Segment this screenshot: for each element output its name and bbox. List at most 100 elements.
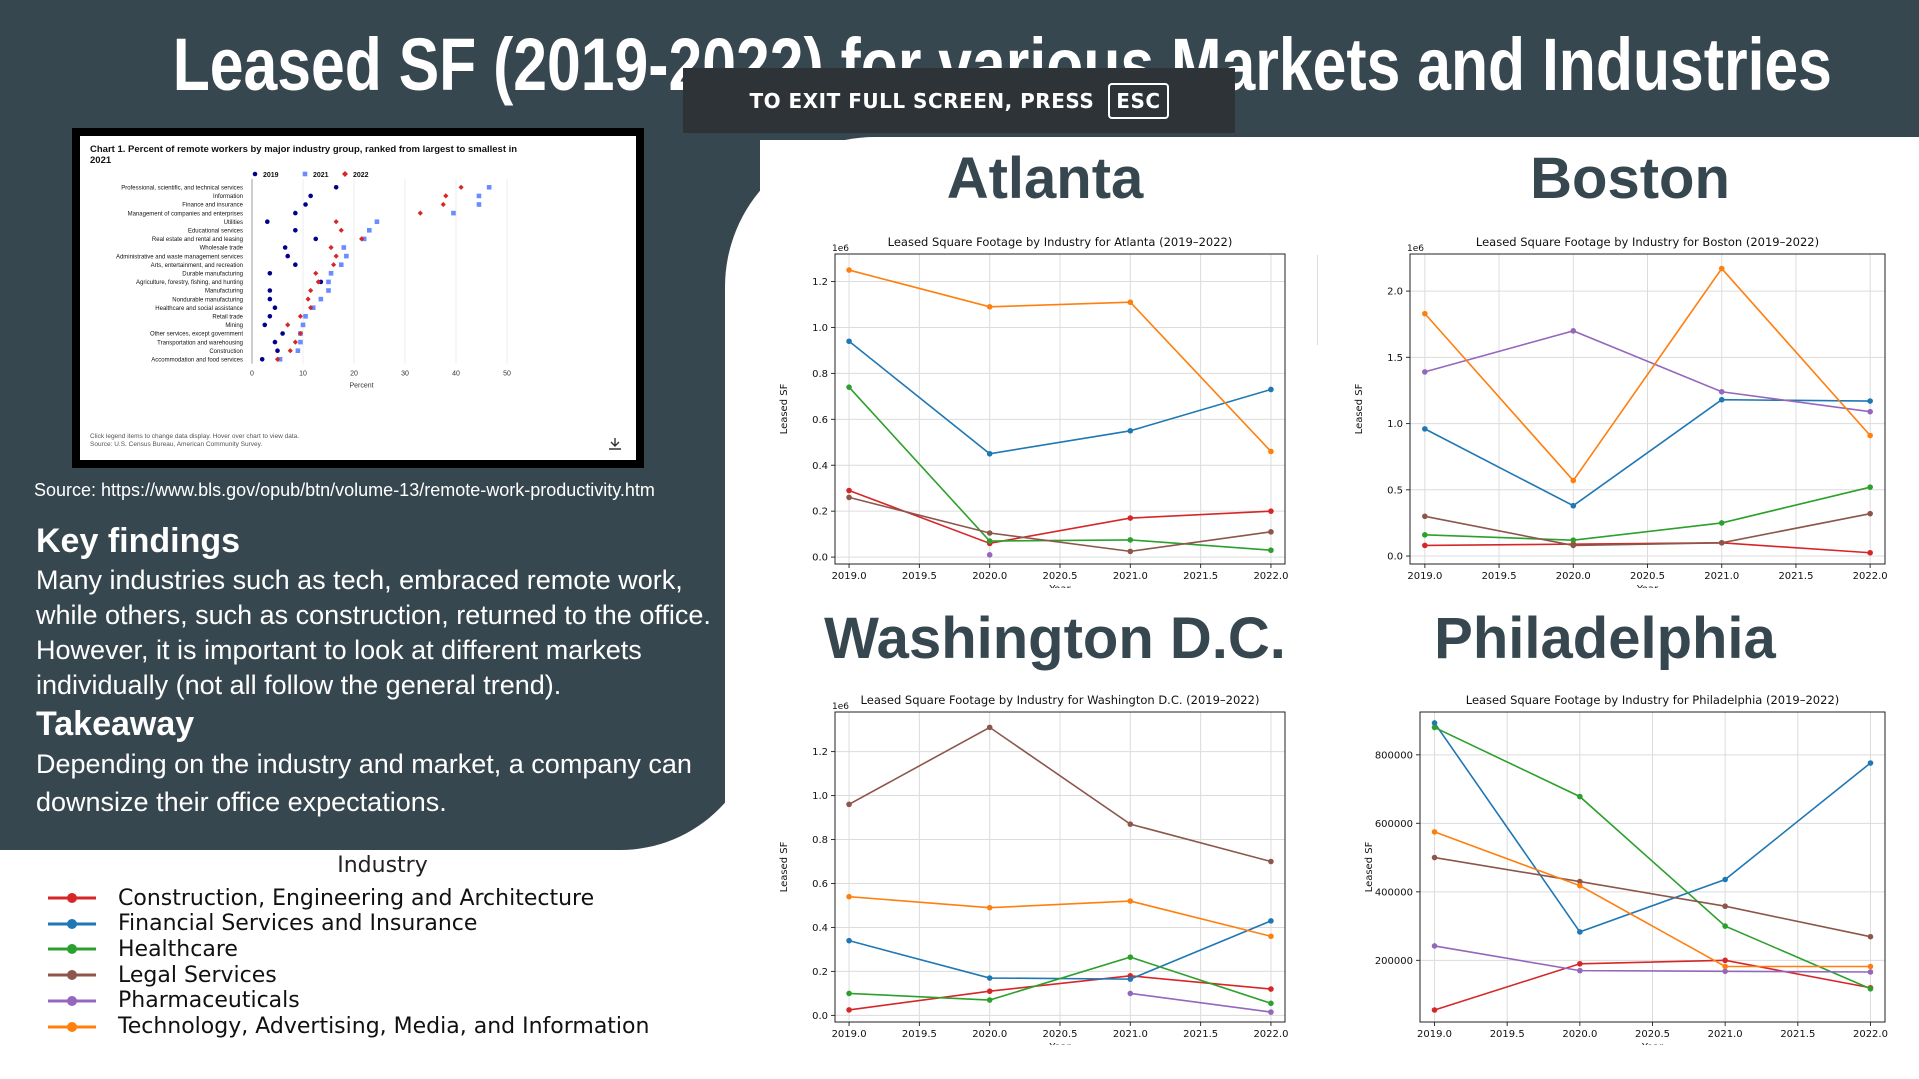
series-line: [849, 895, 1272, 938]
data-point: [986, 904, 993, 911]
x-axis-label: Year: [1048, 584, 1071, 588]
city-title-boston: Boston: [1530, 146, 1730, 211]
bls-category-label: Utilities: [224, 220, 243, 226]
data-point: [986, 724, 993, 731]
bls-data-point: [333, 185, 339, 190]
legend-marker: [48, 995, 96, 1006]
data-point: [1722, 963, 1728, 970]
data-point: [1718, 388, 1725, 395]
data-point: [1268, 858, 1274, 865]
data-point: [986, 538, 993, 544]
data-point: [1867, 484, 1873, 490]
bls-data-point: [338, 262, 344, 267]
data-point: [1127, 299, 1134, 306]
bls-data-point: [328, 244, 334, 251]
data-point: [846, 494, 852, 501]
series-line: [1434, 831, 1871, 968]
plot-frame: [1409, 253, 1886, 565]
data-point: [1431, 854, 1438, 861]
series-line: [1434, 945, 1871, 973]
bls-data-point: [297, 313, 304, 319]
bls-source: Source: U.S. Census Bureau, American Com…: [90, 441, 262, 448]
data-point: [846, 1007, 852, 1013]
esc-key[interactable]: ESC: [1108, 82, 1169, 119]
x-tick-label: 2020.0: [1556, 571, 1591, 582]
bls-data-point: [275, 348, 280, 353]
data-point: [1867, 933, 1874, 940]
y-tick-label: 1.0: [812, 791, 828, 802]
bls-legend-marker: [342, 171, 348, 177]
bls-legend-label: 2019: [263, 172, 279, 179]
bls-category-label: Agriculture, forestry, fishing, and hunt…: [136, 280, 243, 286]
x-tick-label: 2019.5: [1490, 1029, 1525, 1040]
bls-data-point: [262, 322, 268, 328]
bls-data-point: [282, 245, 288, 250]
x-tick-label: 2021.5: [1778, 571, 1813, 582]
remote-workers-chart: Chart 1. Percent of remote workers by ma…: [90, 144, 621, 450]
x-tick-label: 2021.0: [1113, 571, 1148, 582]
remote-workers-chart-frame: Chart 1. Percent of remote workers by ma…: [72, 128, 644, 468]
series-line: [1434, 856, 1871, 938]
bls-data-point: [295, 348, 301, 353]
bls-data-point: [293, 228, 298, 233]
bls-data-point: [341, 245, 347, 250]
chart-title: Leased Square Footage by Industry for At…: [888, 235, 1233, 249]
data-point: [1127, 537, 1134, 543]
bls-data-point: [280, 331, 285, 336]
bls-data-point: [303, 202, 308, 207]
data-point: [1431, 1007, 1438, 1013]
y-offset-label: 1e6: [832, 244, 849, 254]
y-tick-label: 0.5: [1387, 485, 1403, 496]
data-point: [1268, 1000, 1274, 1007]
data-point: [986, 304, 993, 310]
data-point: [986, 530, 993, 536]
legend-item: Construction, Engineering and Architectu…: [46, 883, 594, 913]
data-point: [1722, 957, 1728, 964]
x-tick-label: 2021.0: [1113, 1029, 1148, 1040]
legend-item-label: Legal Services: [118, 962, 277, 988]
legend-marker: [48, 893, 96, 903]
download-icon[interactable]: [609, 438, 621, 450]
data-point: [986, 450, 993, 457]
data-point: [1722, 968, 1728, 975]
bls-category-label: Management of companies and enterprises: [128, 211, 243, 217]
legend-item-label: Technology, Advertising, Media, and Info…: [118, 1014, 650, 1039]
legend-item: Technology, Advertising, Media, and Info…: [46, 1012, 649, 1042]
x-tick-label: 2022.0: [1853, 571, 1888, 582]
bls-category-label: Construction: [209, 349, 243, 355]
data-point: [846, 384, 852, 390]
legend-item: Legal Services: [46, 960, 277, 990]
data-point: [1867, 408, 1873, 415]
data-point: [1718, 396, 1725, 403]
series-line: [848, 269, 1272, 453]
x-tick-label: 2020.5: [1043, 571, 1078, 582]
bls-data-point: [308, 193, 313, 199]
series-line: [1130, 992, 1272, 1013]
bls-chart-title-line: 2021: [90, 155, 112, 166]
source-link[interactable]: Source: https://www.bls.gov/opub/btn/vol…: [34, 480, 655, 500]
bls-category-label: Educational services: [188, 229, 243, 235]
data-point: [1127, 990, 1134, 997]
bls-legend-marker: [252, 171, 258, 177]
data-point: [1577, 793, 1583, 800]
boston-chart: Leased Square Footage by Industry for Bo…: [1354, 235, 1888, 588]
bls-category-label: Retail trade: [212, 315, 243, 321]
data-point: [1867, 549, 1873, 556]
atlanta-chart: Leased Square Footage by Industry for At…: [779, 235, 1288, 588]
city-title-atlanta: Atlanta: [946, 146, 1144, 211]
bls-category-label: Real estate and rental and leasing: [152, 237, 243, 243]
bls-x-axis-label: Percent: [349, 383, 373, 390]
bls-data-point: [285, 322, 291, 328]
bls-data-point: [293, 262, 298, 267]
y-tick-label: 400000: [1375, 887, 1413, 898]
bls-category-label: Wholesale trade: [200, 246, 244, 252]
bls-data-point: [476, 193, 482, 199]
bls-x-tick-label: 50: [503, 371, 511, 378]
data-point: [1867, 963, 1874, 970]
data-point: [846, 267, 852, 273]
y-tick-label: 200000: [1375, 956, 1413, 967]
bls-category-label: Healthcare and social assistance: [155, 306, 243, 312]
x-tick-label: 2021.5: [1183, 1029, 1218, 1040]
bls-data-point: [326, 279, 331, 285]
bls-data-point: [326, 288, 331, 293]
